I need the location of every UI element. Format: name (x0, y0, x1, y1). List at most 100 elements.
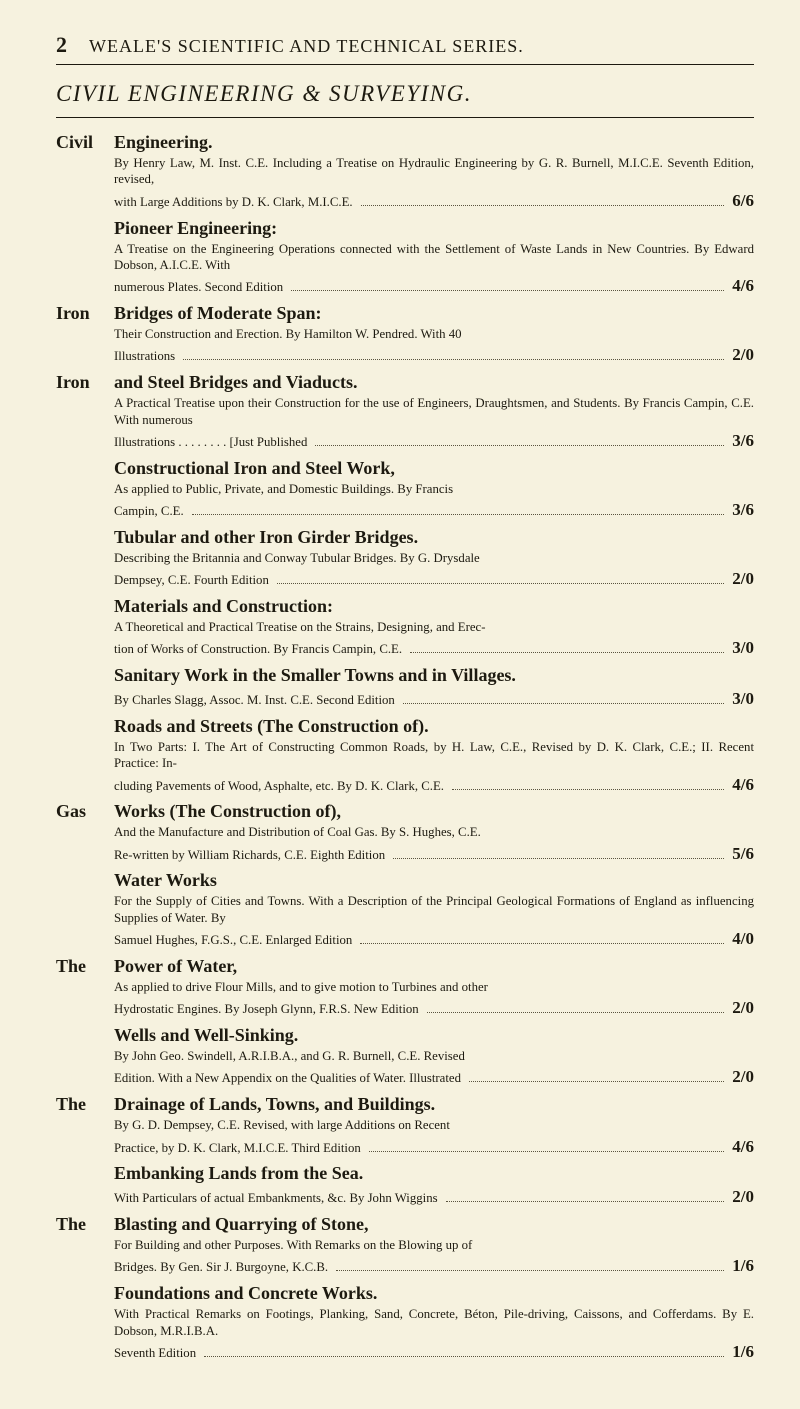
entry-description: With Practical Remarks on Footings, Plan… (114, 1306, 754, 1339)
entry-description-last: tion of Works of Construction. By Franci… (114, 637, 754, 659)
entry-description: Describing the Britannia and Conway Tubu… (114, 550, 754, 566)
entry-description-tail: Seventh Edition (114, 1345, 196, 1361)
catalog-entry: Wells and Well-Sinking.By John Geo. Swin… (56, 1025, 754, 1088)
entry-title-line: Roads and Streets (The Construction of). (56, 716, 754, 737)
entry-title-line: IronBridges of Moderate Span: (56, 303, 754, 324)
entry-description-tail: Re-written by William Richards, C.E. Eig… (114, 847, 385, 863)
entry-description: Their Construction and Erection. By Hami… (114, 326, 754, 342)
entry-description: For the Supply of Cities and Towns. With… (114, 893, 754, 926)
catalog-entry: Materials and Construction:A Theoretical… (56, 596, 754, 659)
entry-description-last: Illustrations . . . . . . . . [Just Publ… (114, 430, 754, 452)
entry-description-tail: Hydrostatic Engines. By Joseph Glynn, F.… (114, 1001, 419, 1017)
catalog-entry: Embanking Lands from the Sea. With Partic… (56, 1163, 754, 1208)
entry-title: Wells and Well-Sinking. (114, 1025, 298, 1046)
page-number: 2 (56, 32, 67, 58)
entry-description-tail: cluding Pavements of Wood, Asphalte, etc… (114, 778, 444, 794)
entry-description: By G. D. Dempsey, C.E. Revised, with lar… (114, 1117, 754, 1133)
dot-leader (360, 935, 724, 944)
catalog-entry: Roads and Streets (The Construction of).… (56, 716, 754, 796)
entry-description-tail: Illustrations (114, 348, 175, 364)
entry-description-last: Hydrostatic Engines. By Joseph Glynn, F.… (114, 997, 754, 1019)
dot-leader (452, 781, 724, 790)
entry-price: 4/6 (732, 1136, 754, 1158)
entry-description: As applied to drive Flour Mills, and to … (114, 979, 754, 995)
entry-description-last: Practice, by D. K. Clark, M.I.C.E. Third… (114, 1136, 754, 1158)
entry-title-line: Pioneer Engineering: (56, 218, 754, 239)
dot-leader (277, 575, 724, 584)
catalog-entry: TheBlasting and Quarrying of Stone,For B… (56, 1214, 754, 1277)
entry-description-last: Dempsey, C.E. Fourth Edition2/0 (114, 568, 754, 590)
entry-title: Roads and Streets (The Construction of). (114, 716, 429, 737)
header-row: 2 WEALE'S SCIENTIFIC AND TECHNICAL SERIE… (56, 32, 754, 65)
entry-title-line: Tubular and other Iron Girder Bridges. (56, 527, 754, 548)
entry-description: A Theoretical and Practical Treatise on … (114, 619, 754, 635)
section-heading: CIVIL ENGINEERING & SURVEYING. (56, 75, 754, 118)
catalog-entry: GasWorks (The Construction of),And the M… (56, 801, 754, 864)
entries-list: CivilEngineering.By Henry Law, M. Inst. … (56, 132, 754, 1363)
entry-title: Embanking Lands from the Sea. (114, 1163, 363, 1184)
entry-title-line: Ironand Steel Bridges and Viaducts. (56, 372, 754, 393)
entry-description-last: Re-written by William Richards, C.E. Eig… (114, 843, 754, 865)
entry-title-line: Water Works (56, 870, 754, 891)
entry-description-last: Edition. With a New Appendix on the Qual… (114, 1066, 754, 1088)
dot-leader (393, 850, 724, 859)
dot-leader (204, 1348, 724, 1357)
entry-description-last: numerous Plates. Second Edition 4/6 (114, 275, 754, 297)
dot-leader (336, 1263, 724, 1272)
catalog-entry: Ironand Steel Bridges and Viaducts.A Pra… (56, 372, 754, 452)
entry-title: Engineering. (114, 132, 213, 153)
entry-price: 3/0 (732, 637, 754, 659)
entry-description: A Practical Treatise upon their Construc… (114, 395, 754, 428)
entry-description-tail: With Particulars of actual Embankments, … (114, 1190, 438, 1206)
entry-price: 2/0 (732, 1066, 754, 1088)
entry-description-tail: Campin, C.E. (114, 503, 184, 519)
entry-title-line: Foundations and Concrete Works. (56, 1283, 754, 1304)
entry-price: 5/6 (732, 843, 754, 865)
catalog-entry: Pioneer Engineering:A Treatise on the En… (56, 218, 754, 298)
entry-title: Sanitary Work in the Smaller Towns and i… (114, 665, 516, 686)
catalog-entry: TheDrainage of Lands, Towns, and Buildin… (56, 1094, 754, 1157)
dot-leader (427, 1005, 725, 1014)
entry-price: 4/0 (732, 928, 754, 950)
entry-lead-word: Gas (56, 801, 114, 822)
entry-title: Works (The Construction of), (114, 801, 341, 822)
catalog-entry: Sanitary Work in the Smaller Towns and i… (56, 665, 754, 710)
entry-description-tail: with Large Additions by D. K. Clark, M.I… (114, 194, 353, 210)
entry-title-line: GasWorks (The Construction of), (56, 801, 754, 822)
entry-description-last: with Large Additions by D. K. Clark, M.I… (114, 190, 754, 212)
entry-description: By Henry Law, M. Inst. C.E. Including a … (114, 155, 754, 188)
entry-description-last: Illustrations2/0 (114, 344, 754, 366)
entry-price: 3/6 (732, 499, 754, 521)
entry-description-tail: Bridges. By Gen. Sir J. Burgoyne, K.C.B. (114, 1259, 328, 1275)
entry-title: Bridges of Moderate Span: (114, 303, 321, 324)
entry-title-line: Sanitary Work in the Smaller Towns and i… (56, 665, 754, 686)
entry-title-line: TheBlasting and Quarrying of Stone, (56, 1214, 754, 1235)
dot-leader (446, 1194, 725, 1203)
entry-description-tail: Samuel Hughes, F.G.S., C.E. Enlarged Edi… (114, 932, 352, 948)
entry-lead-word: Iron (56, 372, 114, 393)
entry-description: As applied to Public, Private, and Domes… (114, 481, 754, 497)
dot-leader (369, 1143, 724, 1152)
dot-leader (183, 352, 724, 361)
catalog-entry: ThePower of Water,As applied to drive Fl… (56, 956, 754, 1019)
catalog-entry: Water WorksFor the Supply of Cities and … (56, 870, 754, 950)
entry-title-line: Embanking Lands from the Sea. (56, 1163, 754, 1184)
entry-price: 4/6 (732, 275, 754, 297)
entry-description-tail: tion of Works of Construction. By Franci… (114, 641, 402, 657)
dot-leader (291, 283, 724, 292)
entry-lead-word: The (56, 956, 114, 977)
running-head: WEALE'S SCIENTIFIC AND TECHNICAL SERIES. (89, 36, 524, 57)
entry-title: and Steel Bridges and Viaducts. (114, 372, 358, 393)
entry-description-last: Campin, C.E. 3/6 (114, 499, 754, 521)
entry-title: Water Works (114, 870, 217, 891)
dot-leader (315, 437, 724, 446)
entry-description-tail: By Charles Slagg, Assoc. M. Inst. C.E. S… (114, 692, 395, 708)
catalog-entry: IronBridges of Moderate Span: Their Const… (56, 303, 754, 366)
entry-description-tail: numerous Plates. Second Edition (114, 279, 283, 295)
entry-price: 3/6 (732, 430, 754, 452)
entry-description-last: Bridges. By Gen. Sir J. Burgoyne, K.C.B.… (114, 1255, 754, 1277)
dot-leader (469, 1074, 724, 1083)
entry-price: 4/6 (732, 774, 754, 796)
entry-title-line: Constructional Iron and Steel Work, (56, 458, 754, 479)
entry-lead-word: Iron (56, 303, 114, 324)
